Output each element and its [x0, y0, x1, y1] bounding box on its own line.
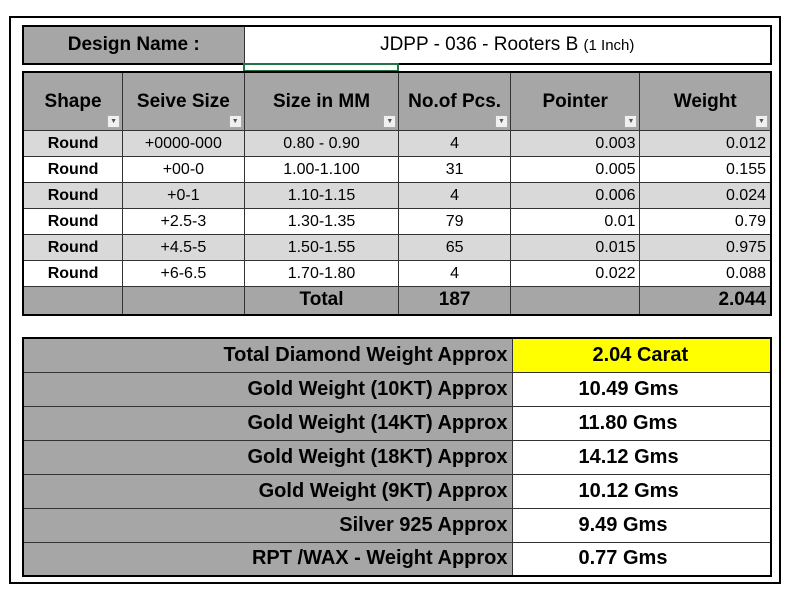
cell-no-of-pcs[interactable]: 79 [398, 208, 511, 235]
summary-row: RPT /WAX - Weight Approx 0.77 Gms [22, 541, 772, 577]
total-weight: 2.044 [639, 286, 772, 315]
total-pcs: 187 [398, 286, 511, 315]
cell-weight[interactable]: 0.975 [639, 234, 772, 261]
summary-label: Gold Weight (18KT) Approx [22, 439, 513, 475]
column-header-label: No.of Pcs. [408, 90, 502, 112]
table-row: Round +2.5-3 1.30-1.35 79 0.01 0.79 [22, 208, 772, 235]
summary-label: Gold Weight (9KT) Approx [22, 473, 513, 509]
cell-weight[interactable]: 0.155 [639, 156, 772, 183]
summary-row: Total Diamond Weight Approx 2.04 Carat [22, 337, 772, 373]
design-name-text: JDPP - 036 - Rooters B [380, 34, 579, 55]
total-empty [22, 286, 124, 315]
table-row: Round +00-0 1.00-1.100 31 0.005 0.155 [22, 156, 772, 183]
filter-active-icon[interactable]: ▼ [494, 115, 508, 128]
summary-value[interactable]: 9.49 Gms [511, 507, 772, 543]
summary-value[interactable]: 14.12 Gms [511, 439, 772, 475]
cell-no-of-pcs[interactable]: 31 [398, 156, 511, 183]
summary-row: Gold Weight (10KT) Approx 10.49 Gms [22, 371, 772, 407]
summary-value[interactable]: 0.77 Gms [511, 541, 772, 577]
cell-no-of-pcs[interactable]: 65 [398, 234, 511, 261]
column-header-label: Seive Size [136, 90, 230, 112]
column-header: Size in MM ▼ [243, 71, 400, 131]
total-empty [509, 286, 641, 315]
cell-weight[interactable]: 0.024 [639, 182, 772, 209]
cell-seive-size[interactable]: +00-0 [122, 156, 245, 183]
summary-label: Gold Weight (10KT) Approx [22, 371, 513, 407]
summary-table: Total Diamond Weight Approx 2.04 Carat Gol… [22, 337, 772, 577]
cell-size-in-mm[interactable]: 1.30-1.35 [243, 208, 400, 235]
cell-pointer[interactable]: 0.01 [509, 208, 641, 235]
column-header-label: Shape [44, 90, 102, 112]
column-header: Seive Size ▼ [122, 71, 245, 131]
summary-label: Total Diamond Weight Approx [22, 337, 513, 373]
total-label: Total [243, 286, 400, 315]
cell-no-of-pcs[interactable]: 4 [398, 130, 511, 157]
summary-row: Gold Weight (14KT) Approx 11.80 Gms [22, 405, 772, 441]
cell-no-of-pcs[interactable]: 4 [398, 182, 511, 209]
total-empty [122, 286, 245, 315]
cell-seive-size[interactable]: +0000-000 [122, 130, 245, 157]
cell-seive-size[interactable]: +0-1 [122, 182, 245, 209]
summary-row: Gold Weight (18KT) Approx 14.12 Gms [22, 439, 772, 475]
table-row: Round +0-1 1.10-1.15 4 0.006 0.024 [22, 182, 772, 209]
table-row: Round +4.5-5 1.50-1.55 65 0.015 0.975 [22, 234, 772, 261]
cell-shape[interactable]: Round [22, 260, 124, 287]
cell-shape[interactable]: Round [22, 208, 124, 235]
cell-pointer[interactable]: 0.015 [509, 234, 641, 261]
summary-label: RPT /WAX - Weight Approx [22, 541, 513, 577]
cell-weight[interactable]: 0.79 [639, 208, 772, 235]
cell-shape[interactable]: Round [22, 234, 124, 261]
design-name-table: Design Name : JDPP - 036 - Rooters B (1 … [22, 25, 772, 65]
summary-label: Gold Weight (14KT) Approx [22, 405, 513, 441]
cell-pointer[interactable]: 0.006 [509, 182, 641, 209]
cell-pointer[interactable]: 0.005 [509, 156, 641, 183]
cell-size-in-mm[interactable]: 1.50-1.55 [243, 234, 400, 261]
summary-row: Gold Weight (9KT) Approx 10.12 Gms [22, 473, 772, 509]
filter-dropdown-icon[interactable]: ▼ [383, 115, 397, 128]
total-row: Total 187 2.044 [22, 286, 772, 315]
summary-value[interactable]: 11.80 Gms [511, 405, 772, 441]
summary-value[interactable]: 10.12 Gms [511, 473, 772, 509]
filter-dropdown-icon[interactable]: ▼ [107, 115, 121, 128]
filter-dropdown-icon[interactable]: ▼ [228, 115, 242, 128]
cell-size-in-mm[interactable]: 1.10-1.15 [243, 182, 400, 209]
table-row: Round +0000-000 0.80 - 0.90 4 0.003 0.012 [22, 130, 772, 157]
summary-value[interactable]: 2.04 Carat [511, 337, 772, 373]
cell-seive-size[interactable]: +6-6.5 [122, 260, 245, 287]
cell-no-of-pcs[interactable]: 4 [398, 260, 511, 287]
design-name-label: Design Name : [22, 25, 245, 65]
cell-seive-size[interactable]: +4.5-5 [122, 234, 245, 261]
table-row: Round +6-6.5 1.70-1.80 4 0.022 0.088 [22, 260, 772, 287]
column-header: Weight ▼ [639, 71, 772, 131]
column-header-label: Pointer [542, 90, 608, 112]
cell-pointer[interactable]: 0.003 [509, 130, 641, 157]
column-header: Pointer ▼ [509, 71, 641, 131]
filter-dropdown-icon[interactable]: ▼ [624, 115, 638, 128]
sheet-frame [9, 16, 781, 584]
column-header-label: Size in MM [272, 90, 371, 112]
summary-label: Silver 925 Approx [22, 507, 513, 543]
column-header: No.of Pcs. ▼ [398, 71, 511, 131]
cell-shape[interactable]: Round [22, 156, 124, 183]
cell-size-in-mm[interactable]: 0.80 - 0.90 [243, 130, 400, 157]
cell-shape[interactable]: Round [22, 130, 124, 157]
column-header-label: Weight [673, 90, 737, 112]
summary-value[interactable]: 10.49 Gms [511, 371, 772, 407]
filter-dropdown-icon[interactable]: ▼ [755, 115, 768, 128]
summary-row: Silver 925 Approx 9.49 Gms [22, 507, 772, 543]
cell-weight[interactable]: 0.088 [639, 260, 772, 287]
cell-size-in-mm[interactable]: 1.00-1.100 [243, 156, 400, 183]
cell-seive-size[interactable]: +2.5-3 [122, 208, 245, 235]
design-name-value[interactable]: JDPP - 036 - Rooters B (1 Inch) [243, 25, 772, 65]
column-header: Shape ▼ [22, 71, 124, 131]
cell-pointer[interactable]: 0.022 [509, 260, 641, 287]
cell-shape[interactable]: Round [22, 182, 124, 209]
cell-weight[interactable]: 0.012 [639, 130, 772, 157]
stone-table: Shape ▼ Seive Size ▼ Size in MM ▼ No.of Pcs. ▼ P… [22, 71, 772, 316]
cell-size-in-mm[interactable]: 1.70-1.80 [243, 260, 400, 287]
design-size-note: (1 Inch) [583, 37, 635, 54]
